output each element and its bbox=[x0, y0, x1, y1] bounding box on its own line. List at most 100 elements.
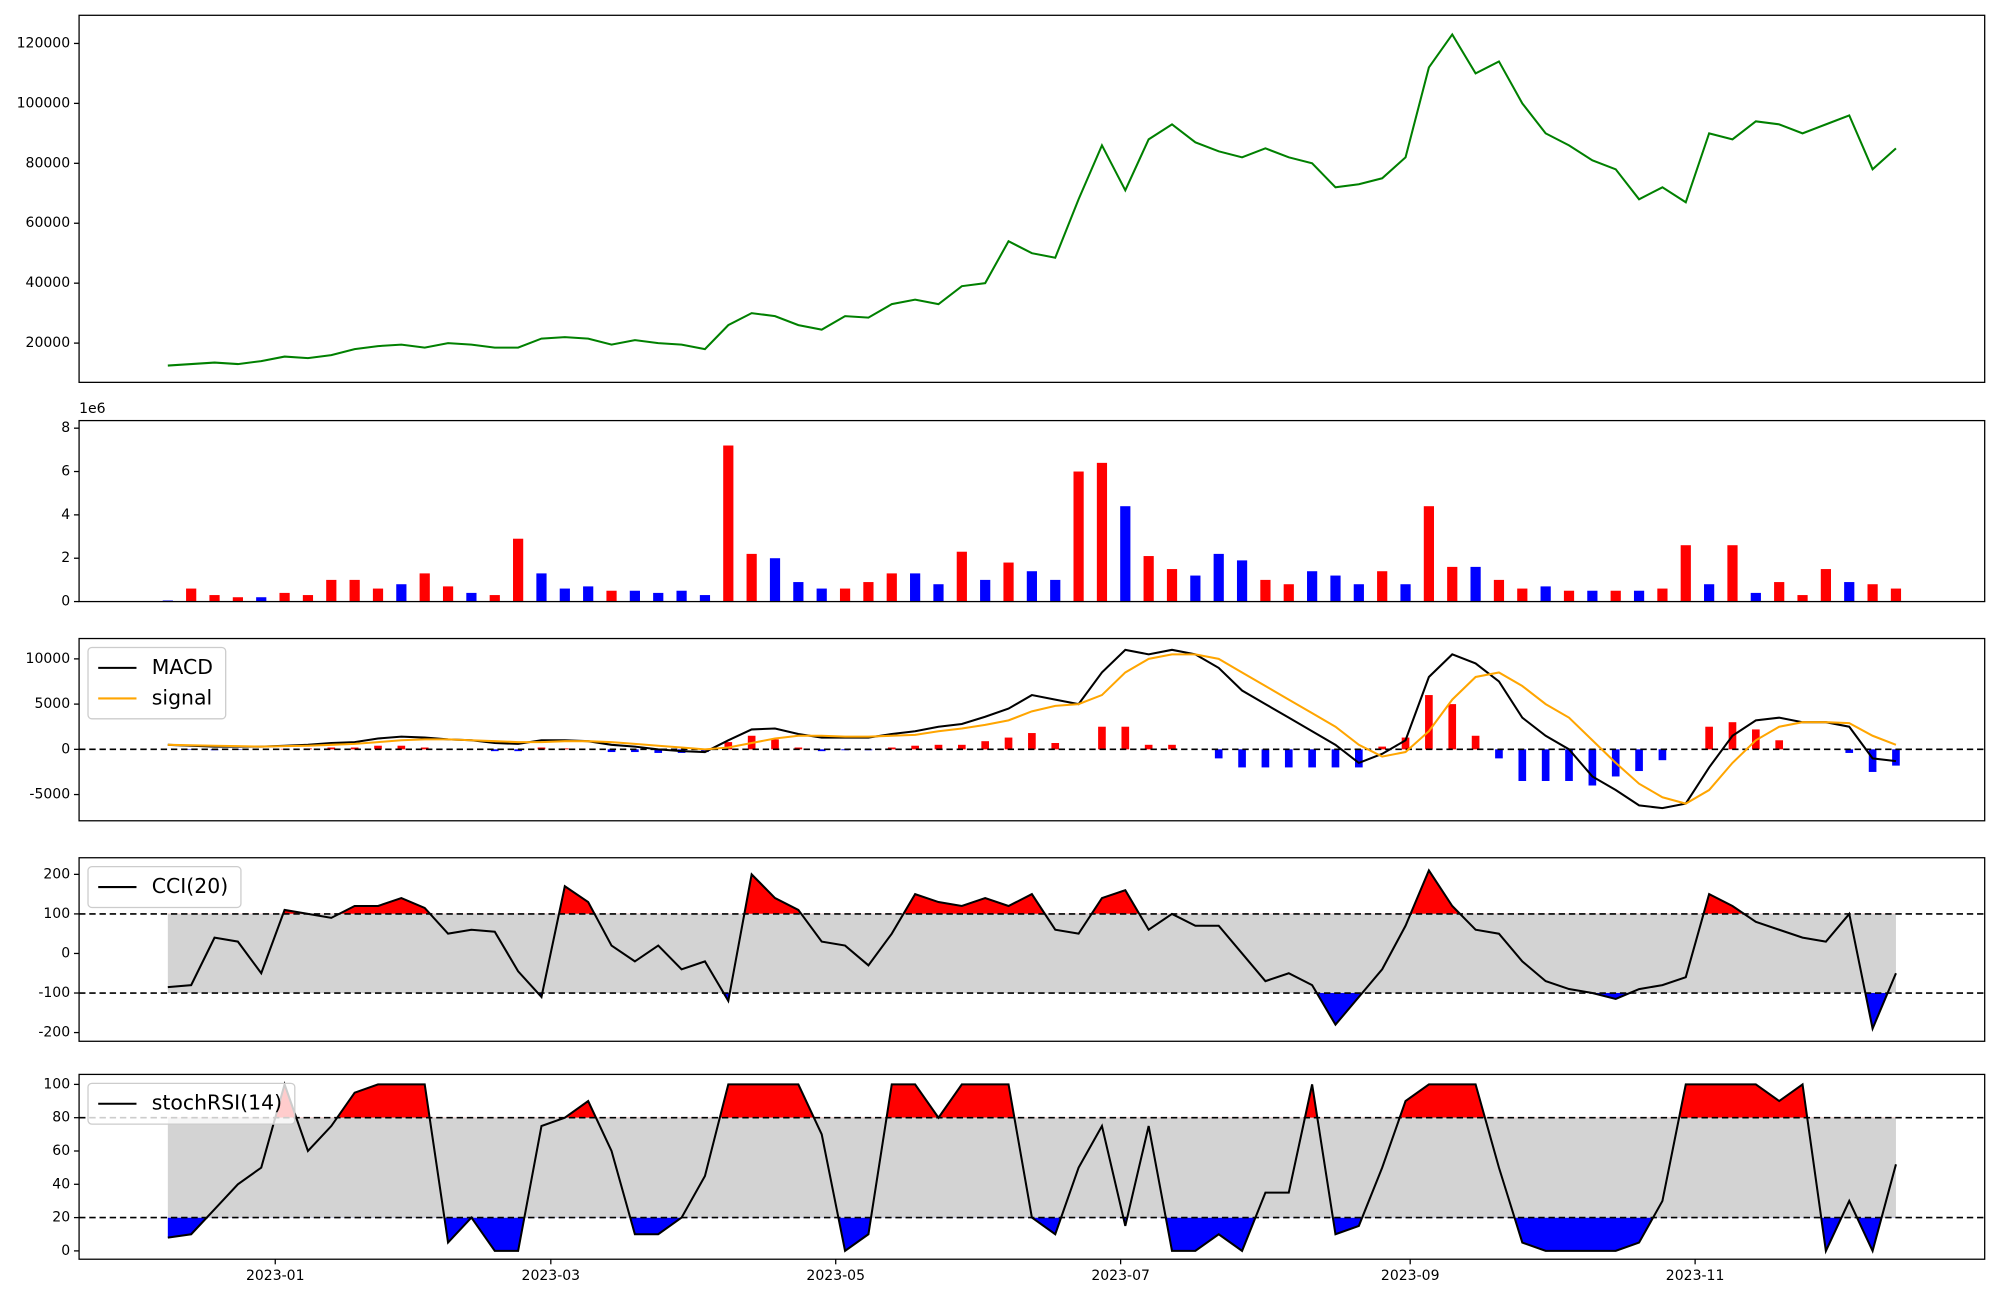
histogram-bar bbox=[654, 749, 663, 753]
y-tick-label: 100000 bbox=[17, 95, 71, 111]
volume-bar bbox=[1727, 545, 1738, 602]
histogram-bar bbox=[1214, 749, 1223, 759]
volume-bar bbox=[863, 582, 874, 602]
legend-label: CCI(20) bbox=[152, 874, 228, 898]
volume-bar bbox=[1633, 590, 1645, 602]
histogram-bar bbox=[1028, 733, 1036, 750]
volume-bar bbox=[1143, 556, 1154, 602]
volume-bar bbox=[1213, 553, 1224, 602]
y-tick-label: -200 bbox=[38, 1025, 70, 1041]
panel-frame bbox=[78, 419, 1986, 603]
volume-bar bbox=[489, 595, 500, 602]
fill-group bbox=[167, 1217, 1882, 1251]
x-tick-label: 2023-01 bbox=[246, 1268, 305, 1284]
fill-below bbox=[167, 1217, 1882, 1251]
histogram-bar bbox=[1658, 749, 1667, 761]
histogram-bar bbox=[327, 747, 336, 750]
volume-bar bbox=[699, 595, 711, 602]
volume-bar bbox=[839, 588, 851, 602]
histogram-bar bbox=[887, 747, 896, 750]
volume-bar bbox=[1026, 571, 1037, 602]
panel-frame bbox=[78, 14, 1986, 383]
volume-bar bbox=[583, 586, 594, 602]
histogram-bar bbox=[1168, 744, 1176, 750]
legend-label: signal bbox=[152, 685, 212, 709]
fill-above bbox=[275, 1084, 1808, 1118]
y-tick-label: -5000 bbox=[29, 787, 70, 803]
histogram-bar bbox=[397, 745, 406, 750]
histogram-bar bbox=[1238, 749, 1246, 768]
y-tick-label: 100 bbox=[43, 906, 70, 922]
volume-bar bbox=[1844, 582, 1855, 602]
histogram-bar bbox=[1425, 695, 1433, 750]
histogram-bar bbox=[1775, 740, 1784, 750]
fill-group bbox=[275, 1084, 1808, 1118]
histogram-bar bbox=[1892, 749, 1900, 766]
legend-box bbox=[87, 1082, 296, 1125]
y-tick-label: 20 bbox=[52, 1210, 70, 1226]
histogram-bar bbox=[1308, 749, 1316, 768]
histogram-bar bbox=[1565, 749, 1573, 781]
volume-bar bbox=[256, 597, 267, 602]
histogram-bar bbox=[1284, 749, 1293, 768]
histogram-bar bbox=[1868, 749, 1877, 772]
volume-bar bbox=[1867, 584, 1878, 602]
volume-bar bbox=[1307, 571, 1318, 602]
y-tick-label: 10000 bbox=[26, 651, 71, 667]
histogram-bar bbox=[1331, 749, 1340, 768]
volume-bar bbox=[1750, 592, 1761, 602]
y-tick-label: 6 bbox=[61, 464, 70, 480]
volume-bar bbox=[186, 588, 197, 602]
volume-bar bbox=[980, 579, 991, 602]
y-tick-label: 0 bbox=[61, 945, 70, 961]
y-tick-label: 2 bbox=[61, 550, 70, 566]
series-line bbox=[167, 648, 1897, 810]
volume-bar bbox=[1820, 569, 1831, 602]
volume-bar bbox=[1236, 560, 1248, 602]
x-tick-label: 2023-07 bbox=[1091, 1268, 1150, 1284]
volume-bar bbox=[629, 590, 640, 602]
histogram-bar bbox=[958, 744, 966, 750]
volume-bar bbox=[513, 538, 524, 602]
histogram-bar bbox=[771, 739, 779, 750]
volume-bar bbox=[1774, 582, 1785, 602]
volume-bar bbox=[1657, 588, 1668, 602]
volume-bar bbox=[653, 592, 664, 602]
y-tick-label: 40000 bbox=[26, 275, 71, 291]
histogram-bar bbox=[1261, 749, 1270, 768]
y-tick-label: 0 bbox=[61, 594, 70, 610]
threshold-band bbox=[167, 1117, 1896, 1218]
histogram-bar bbox=[514, 749, 522, 752]
x-tick-label: 2023-09 bbox=[1381, 1268, 1440, 1284]
histogram-bar bbox=[1588, 749, 1597, 786]
histogram-bar bbox=[981, 741, 990, 750]
fill-above bbox=[283, 870, 1745, 914]
histogram-bar bbox=[607, 749, 616, 753]
panel-frame bbox=[78, 1073, 1986, 1260]
y-tick-label: 60 bbox=[52, 1143, 70, 1159]
y-tick-label: 80 bbox=[52, 1110, 70, 1126]
volume-bar bbox=[1166, 569, 1178, 602]
histogram-bar bbox=[1471, 735, 1480, 750]
histogram-bar bbox=[1051, 742, 1060, 750]
volume-bar bbox=[1073, 471, 1084, 602]
volume-bar bbox=[1330, 575, 1341, 602]
volume-bar bbox=[1050, 579, 1061, 602]
volume-bar bbox=[536, 573, 547, 602]
volume-bar bbox=[1704, 584, 1715, 602]
fill-group bbox=[283, 870, 1745, 914]
legend-label: stochRSI(14) bbox=[152, 1091, 282, 1115]
volume-bar bbox=[910, 573, 921, 602]
volume-bar bbox=[1517, 588, 1528, 602]
histogram-bar bbox=[911, 745, 919, 750]
volume-bar bbox=[1610, 590, 1621, 602]
volume-bar bbox=[1400, 584, 1411, 602]
volume-bar bbox=[349, 579, 360, 602]
volume-bar bbox=[723, 445, 734, 602]
legend-box bbox=[87, 646, 227, 720]
histogram-bar bbox=[701, 749, 709, 753]
histogram-bar bbox=[631, 749, 639, 753]
histogram-bar bbox=[1401, 737, 1410, 750]
volume-bar bbox=[1680, 545, 1691, 602]
